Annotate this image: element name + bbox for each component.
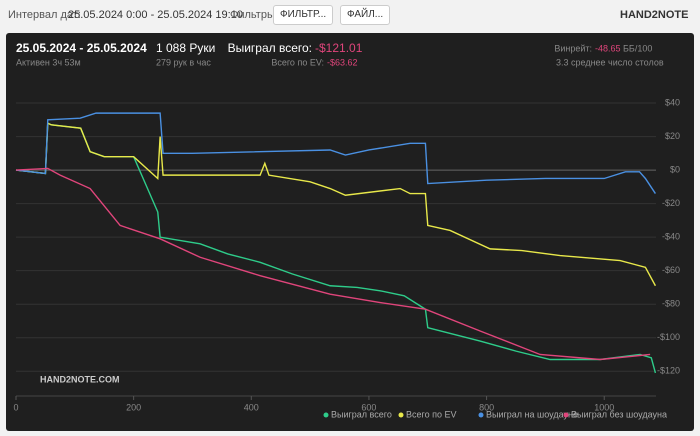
y-tick-label: -$60	[662, 265, 680, 275]
filter-button[interactable]: ФИЛЬТР...	[273, 5, 334, 25]
ev-label: Всего по EV:	[271, 57, 324, 67]
file-button[interactable]: ФАЙЛ...	[340, 5, 391, 25]
y-tick-label: $0	[670, 164, 680, 174]
y-tick-label: $20	[665, 131, 680, 141]
x-tick-label: 600	[361, 402, 376, 412]
hands: 1 088 Руки	[156, 41, 215, 55]
winrate-label: Винрейт:	[554, 43, 592, 53]
x-tick-label: 1000	[594, 402, 614, 412]
legend-label: Всего по EV	[406, 409, 456, 419]
panel: 25.05.2024 - 25.05.2024 Активен 3ч 53м 1…	[6, 33, 694, 431]
won-label: Выиграл всего:	[228, 41, 312, 55]
period: 25.05.2024 - 25.05.2024	[16, 41, 147, 55]
x-tick-label: 0	[13, 402, 18, 412]
series-line	[15, 167, 651, 361]
ev-value: -$63.62	[327, 57, 358, 67]
y-tick-label: -$100	[657, 332, 680, 342]
tables: 3.3 среднее число столов	[556, 57, 664, 67]
y-tick-label: $40	[665, 97, 680, 107]
legend-swatch	[563, 412, 569, 418]
x-tick-label: 400	[244, 402, 259, 412]
series-line	[15, 112, 656, 194]
hands-per-hour: 279 рук в час	[156, 57, 211, 67]
date-range[interactable]: 25.05.2024 0:00 - 25.05.2024 19:10	[68, 9, 243, 21]
x-tick-label: 200	[126, 402, 141, 412]
toolbar: Интервал дат: 25.05.2024 0:00 - 25.05.20…	[0, 0, 700, 30]
winrate-unit: ББ/100	[623, 43, 652, 53]
legend-label: Выиграл на шоудауне	[486, 409, 578, 419]
date-label: Интервал дат:	[8, 9, 81, 21]
winrate-value: -48.65	[595, 43, 621, 53]
y-tick-label: -$120	[657, 366, 680, 376]
x-tick-label: 800	[479, 402, 494, 412]
chart: 25.05.2024 - 25.05.2024 Активен 3ч 53м 1…	[13, 41, 680, 419]
legend-label: Выиграл без шоудауна	[571, 409, 667, 419]
y-tick-label: -$20	[662, 198, 680, 208]
legend-label: Выиграл всего	[331, 409, 392, 419]
active: Активен 3ч 53м	[16, 57, 81, 67]
series-line	[15, 122, 657, 287]
legend-swatch	[398, 412, 404, 418]
series-line	[15, 122, 657, 374]
filters-label: Фильтры:	[230, 9, 278, 21]
watermark: HAND2NOTE.COM	[40, 374, 120, 384]
legend-swatch	[478, 412, 484, 418]
y-tick-label: -$40	[662, 232, 680, 242]
y-tick-label: -$80	[662, 299, 680, 309]
won-value: -$121.01	[315, 41, 363, 55]
legend-swatch	[323, 412, 329, 418]
logo: HAND2NOTE	[620, 9, 689, 21]
